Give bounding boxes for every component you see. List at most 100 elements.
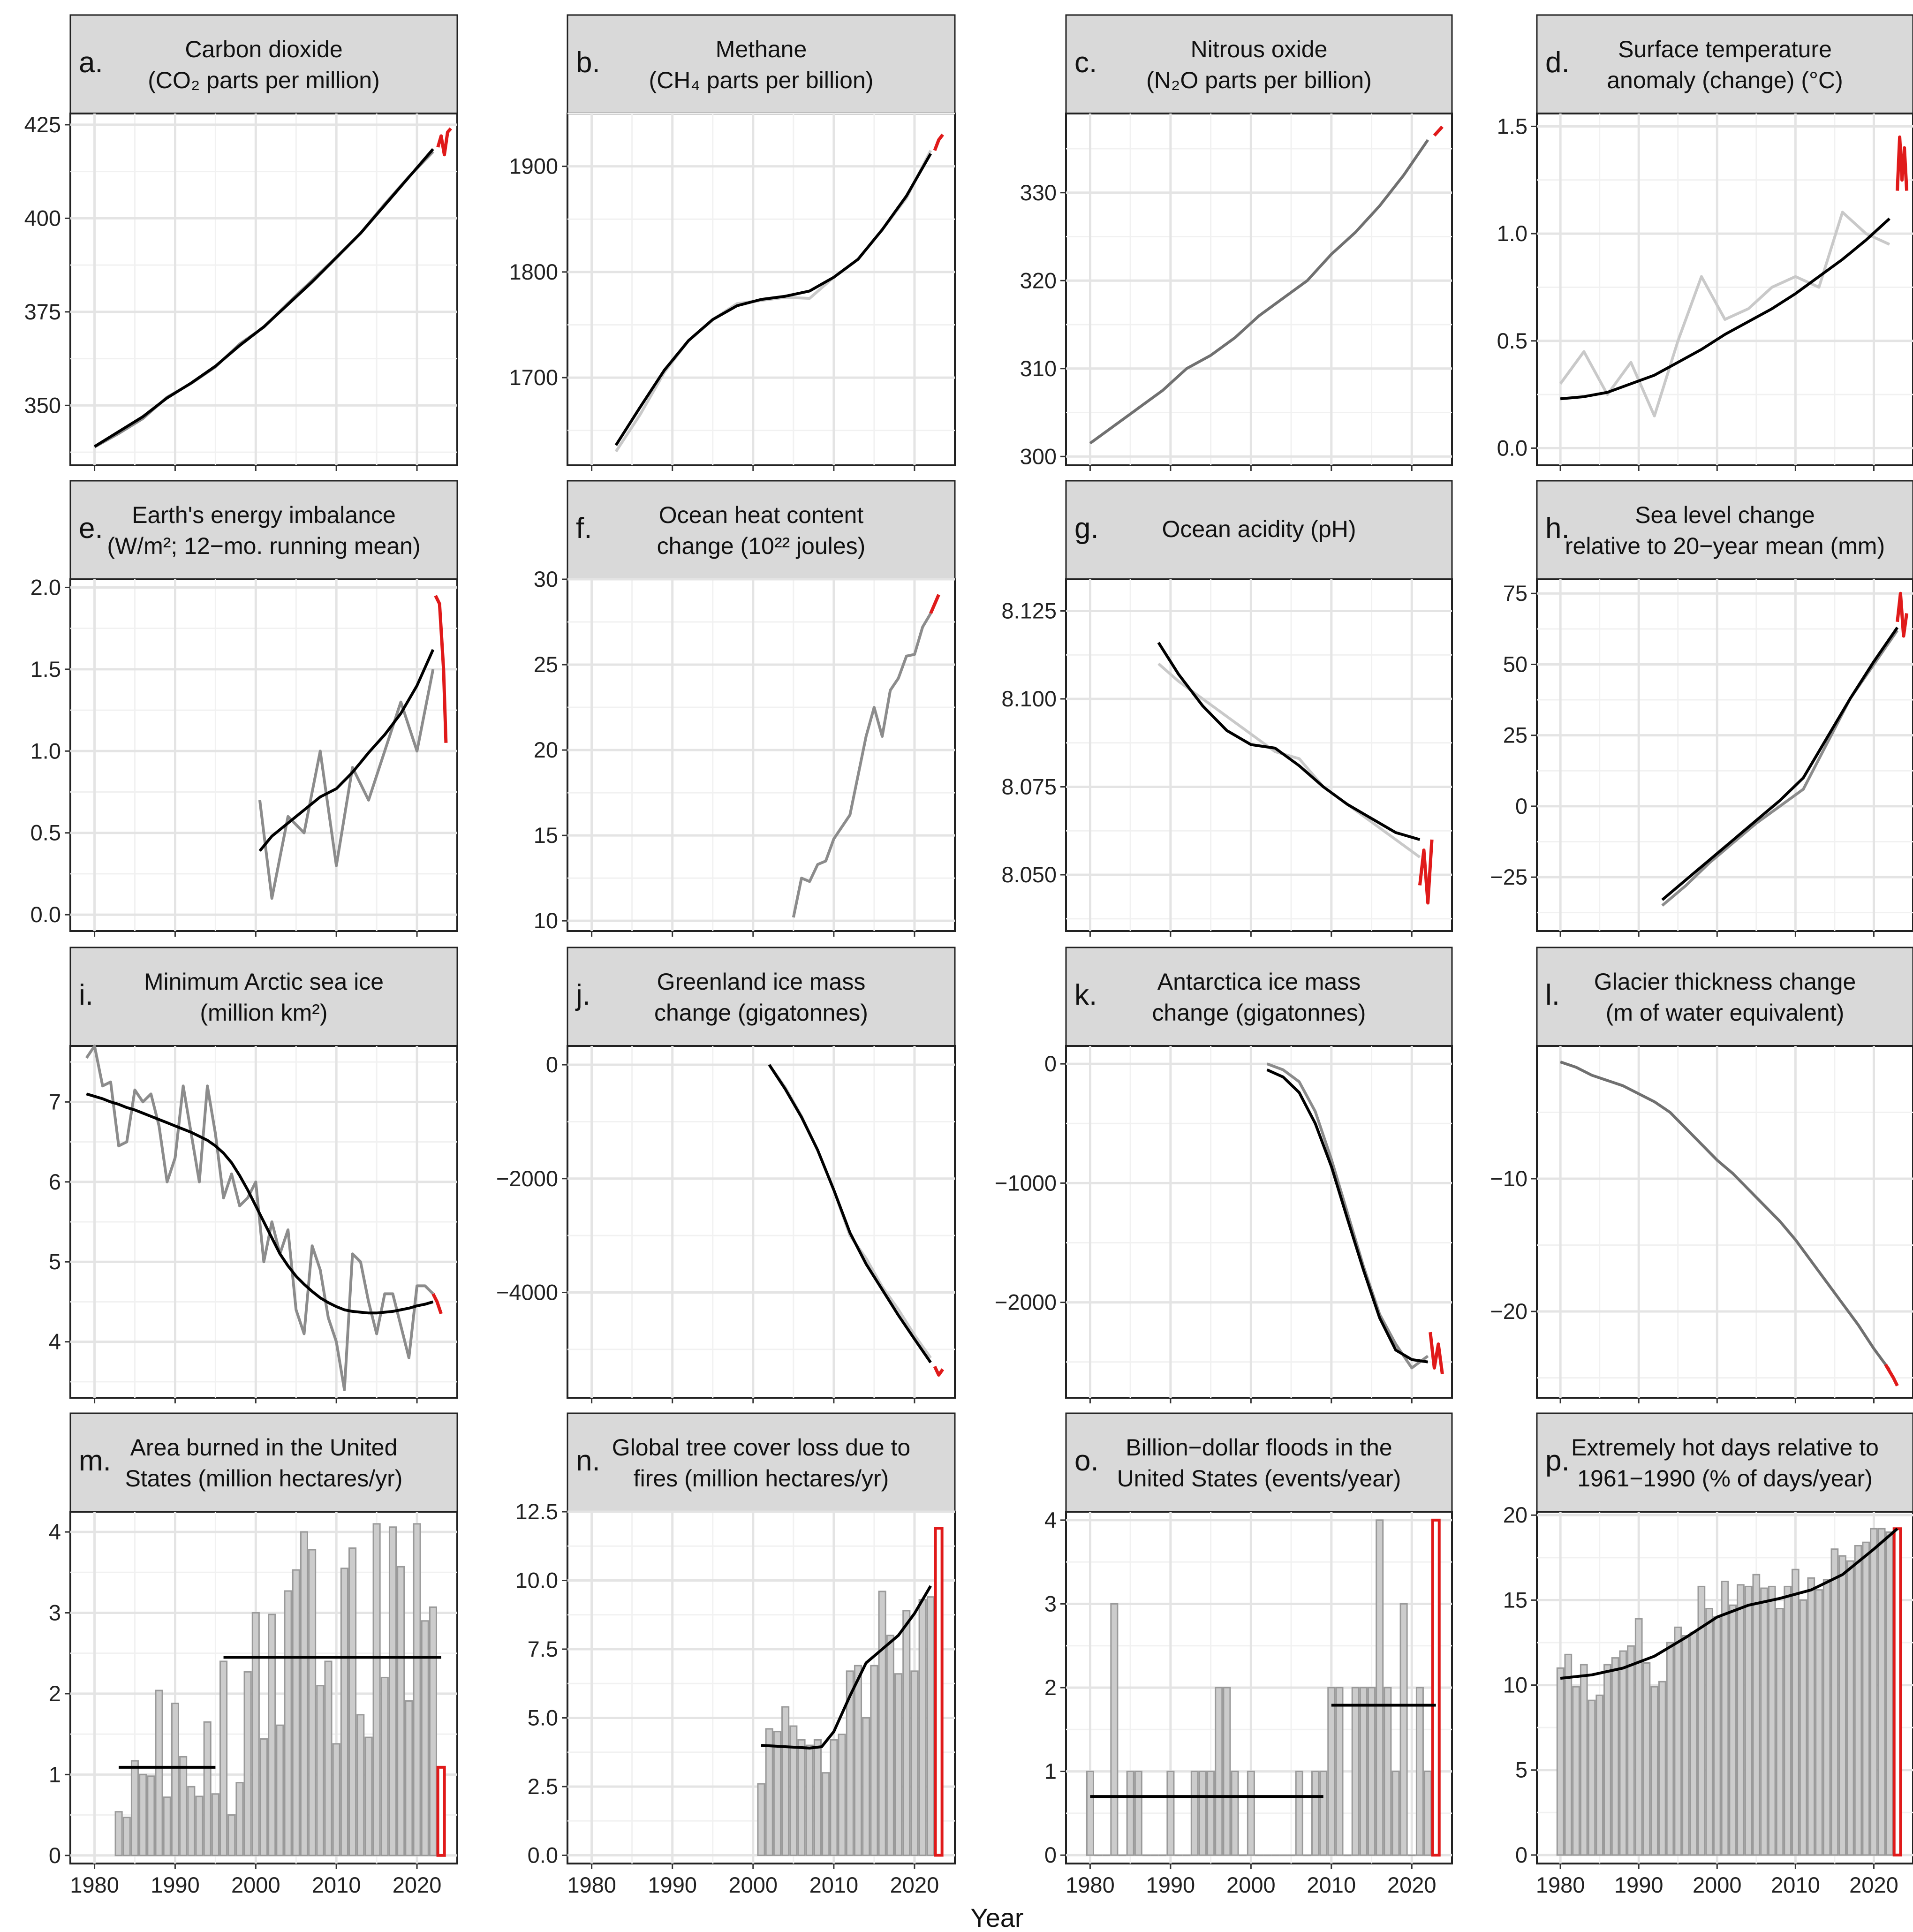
x-tick-label: 2010 [312,1872,361,1897]
x-tick-label: 1990 [648,1872,697,1897]
bar [1830,1548,1839,1856]
panel-letter: c. [1074,46,1097,79]
bar [227,1814,236,1856]
y-tick-label: 0.5 [1497,328,1527,353]
bar [894,1673,903,1856]
panel-letter: n. [576,1445,600,1477]
y-tick-label: 1900 [509,154,558,179]
bar [1807,1577,1815,1856]
plot-area [1536,1045,1913,1399]
bar [1799,1599,1807,1856]
y-tick-label: 375 [24,299,61,324]
panel-j: j. Greenland ice mass change (gigatonnes) −… [496,947,956,1403]
bar [1094,1854,1103,1856]
bar [1279,1854,1287,1856]
bar [813,1739,822,1856]
trend-line [1560,1527,1898,1680]
panel-letter: e. [79,512,103,545]
x-tick-label: 2000 [729,1872,778,1897]
bar [1611,1657,1619,1856]
bar [1822,1579,1831,1856]
trend-series-line [768,1064,932,1364]
bar [163,1796,171,1856]
trend-series-line [614,153,932,446]
bar [147,1775,155,1856]
panel-c: c. Nitrous oxide (N₂O parts per billion) 30… [1020,14,1453,471]
x-tick-label: 2010 [1307,1872,1356,1897]
recent-series-line [431,1293,443,1315]
x-tick-label: 1990 [1614,1872,1663,1897]
panel-letter: j. [575,979,590,1011]
bar [1399,1603,1408,1856]
y-tick-label: 1 [1044,1759,1057,1784]
y-tick-label: 30 [534,567,558,591]
bar [1415,1687,1424,1856]
bar [862,1717,870,1856]
bar [1792,1568,1800,1856]
bar [340,1568,348,1856]
bar [308,1549,317,1856]
panel-title-line: anomaly (change) (°C) [1607,67,1843,93]
trend-series-line [1157,642,1421,841]
bar [1335,1687,1344,1856]
bar [211,1793,219,1856]
x-tick-label: 2000 [1693,1872,1742,1897]
y-tick-label: −25 [1490,864,1527,889]
recent-bar [1892,1527,1902,1856]
y-tick-label: 10.0 [515,1568,558,1592]
bar [413,1523,421,1856]
bar [1760,1587,1768,1856]
y-tick-label: 25 [534,652,558,677]
x-tick-label: 1980 [1536,1872,1585,1897]
bar [1838,1555,1846,1856]
bar [114,1811,123,1856]
panel-strip [567,14,956,114]
y-tick-label: 0 [1515,794,1527,818]
bar [316,1685,325,1856]
panel-p: p. Extremely hot days relative to 1961−199… [1503,1412,1913,1897]
trend-series-line [94,148,434,448]
bar [203,1721,212,1856]
x-tick-label: 2020 [1387,1872,1437,1897]
bar [195,1796,204,1856]
bar [1556,1667,1565,1856]
bar [797,1739,806,1856]
recent-series-line [933,1365,945,1377]
bar [1572,1686,1580,1856]
bar [332,1743,340,1856]
bar [1118,1854,1127,1856]
bar [1885,1531,1894,1856]
panel-strip [1536,947,1913,1047]
bar [830,1739,838,1856]
recent-bar [436,1765,446,1857]
x-tick-label: 2020 [1849,1872,1898,1897]
y-tick-label: 3 [1044,1591,1057,1616]
bar [268,1614,276,1856]
panel-strip [69,14,458,114]
bar [122,1817,131,1856]
y-tick-label: 1800 [509,259,558,284]
bar [1343,1854,1352,1856]
panel-title-line: fires (million hectares/yr) [634,1465,889,1492]
bar [187,1786,196,1856]
bar [1319,1771,1328,1856]
y-tick-label: 5.0 [528,1705,558,1730]
bar [1705,1608,1713,1856]
y-tick-label: 425 [24,112,61,137]
bar [1877,1528,1886,1856]
bar [372,1523,381,1856]
bar [348,1547,357,1856]
y-tick-label: 20 [534,737,558,762]
bar [1784,1585,1792,1856]
panel-n: n. Global tree cover loss due to fires (mi… [515,1412,956,1897]
trend-series-line [258,649,435,852]
panel-title-line: (N₂O parts per billion) [1146,67,1372,93]
bar [1223,1687,1231,1856]
trend-series-line [1266,1068,1429,1364]
y-tick-label: 1.0 [1497,221,1527,246]
bar [854,1665,862,1856]
bar [1142,1854,1150,1856]
y-tick-label: 15 [534,823,558,848]
bar [1215,1687,1223,1856]
panel-title-line: Antarctica ice mass [1157,969,1361,995]
